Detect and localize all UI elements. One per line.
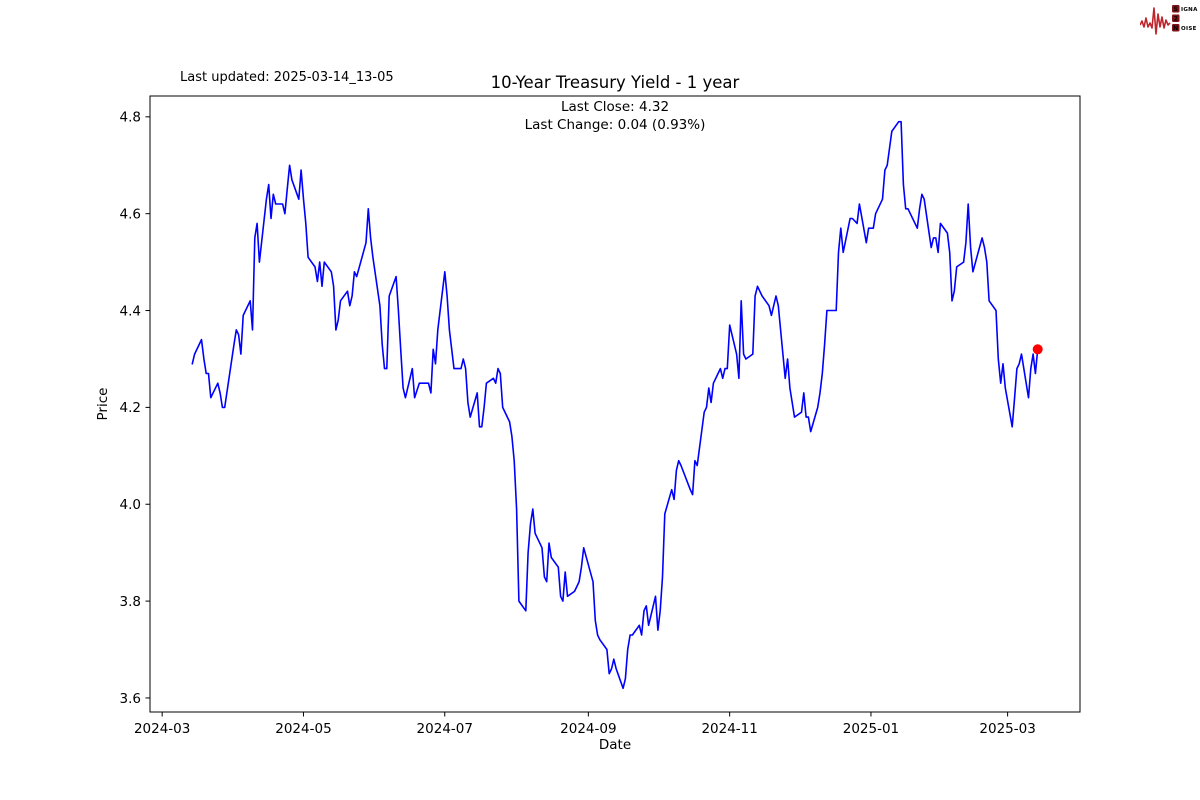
yield-series (191, 120, 1043, 690)
x-tick-label: 2024-03 (134, 721, 190, 737)
chart-title: 10-Year Treasury Yield - 1 year (491, 73, 740, 92)
y-tick-label: 4.4 (120, 303, 141, 319)
logo-two-label: 2 (1174, 16, 1178, 23)
logo-noise-badge (1172, 24, 1180, 32)
y-tick-label: 4.0 (120, 497, 141, 513)
plot-border (149, 95, 1081, 713)
x-tick-label: 2024-05 (275, 721, 331, 737)
x-tick-label: 2025-03 (979, 721, 1035, 737)
series-line (191, 120, 1039, 690)
y-axis-ticks: 3.6 3.8 4.0 4.2 4.4 4.6 4.8 (120, 110, 150, 707)
logo-signal-badge (1172, 5, 1180, 13)
last-updated-label: Last updated: 2025-03-14_13-05 (180, 70, 394, 85)
x-tick-label: 2024-09 (560, 721, 616, 737)
y-tick-label: 3.6 (120, 691, 141, 707)
logo-waveform-icon (1139, 7, 1171, 35)
x-axis-label: Date (599, 737, 631, 753)
chart-subtitle-close: Last Close: 4.32 (561, 99, 669, 115)
y-axis-label: Price (95, 388, 111, 421)
x-tick-label: 2024-07 (417, 721, 473, 737)
logo-noise-text: OISE (1181, 26, 1197, 32)
x-tick-label: 2024-11 (701, 721, 757, 737)
brand-logo: S IGNAL 2 N OISE (1139, 2, 1200, 40)
logo-signal-initial: S (1174, 6, 1178, 13)
logo-canvas: S IGNAL 2 N OISE (1139, 5, 1200, 35)
logo-two-badge (1172, 14, 1180, 22)
x-tick-label: 2025-01 (843, 721, 899, 737)
chart-subtitle-change: Last Change: 0.04 (0.93%) (525, 117, 706, 133)
y-tick-label: 3.8 (120, 594, 141, 610)
logo-noise-initial: N (1173, 25, 1178, 32)
y-tick-label: 4.2 (120, 400, 141, 416)
last-close-marker (1032, 344, 1043, 355)
y-tick-label: 4.6 (120, 206, 141, 222)
y-tick-label: 4.8 (120, 110, 141, 126)
logo-signal-text: IGNAL (1181, 7, 1198, 13)
x-axis-ticks: 2024-03 2024-05 2024-07 2024-09 2024-11 2025-… (134, 712, 1036, 737)
